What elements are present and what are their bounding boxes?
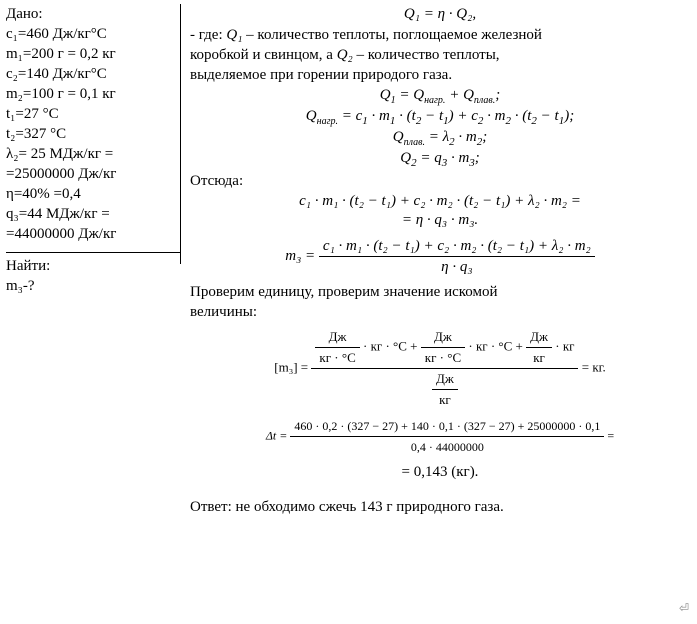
eq5a: c₁ · m₁ · (t₂ − t₁) + c₂ · m₂ · (t₂ − t₁… (190, 193, 690, 210)
dim-tail: = кг. (582, 359, 606, 374)
given-m1: m₁=200 г = 0,2 кг (6, 44, 174, 64)
dim-g-den: кг (432, 390, 458, 409)
eq-q1-sum: Q1 = Qнагр. + Qплав.; (190, 87, 690, 106)
eq-q2: Q2 = q3 · m3; (190, 150, 690, 169)
where-q1: Q₁ (226, 27, 242, 43)
given-t2: t₂=327 °C (6, 124, 174, 144)
solution-block: Q₁ = η · Q₂, - где: Q₁ – количество тепл… (190, 4, 690, 517)
dim-f3: Дж кг (526, 328, 552, 367)
given-t1: t₁=27 °C (6, 104, 174, 124)
eq-m3-frac: m₃ = c₁ · m₁ · (t₂ − t₁) + c₂ · m₂ · (t₂… (190, 237, 690, 276)
divider-vertical (180, 4, 181, 264)
given-lambda2-b: =25000000 Дж/кг (6, 164, 174, 184)
where-mid1: – количество теплоты, поглощаемое железн… (242, 27, 542, 43)
where-line-2: коробкой и свинцом, а Q₂ – количество те… (190, 45, 690, 65)
divider-horizontal (6, 252, 180, 253)
dim-f1-den: кг · °C (315, 348, 359, 367)
dim-eq: [m₃] = Дж кг · °C · кг · °C + Дж кг · °C… (190, 328, 690, 409)
m3-num: c₁ · m₁ · (t₂ − t₁) + c₂ · m₂ · (t₂ − t₁… (319, 237, 595, 257)
given-heading: Дано: (6, 4, 174, 24)
eq5b: = η · q₃ · m₃. (190, 212, 690, 229)
given-block: Дано: c₁=460 Дж/кг°C m₁=200 г = 0,2 кг c… (6, 4, 174, 244)
physics-solution-page: Дано: c₁=460 Дж/кг°C m₁=200 г = 0,2 кг c… (0, 0, 697, 624)
given-q3-a: q₃=44 МДж/кг = (6, 204, 174, 224)
dim-lhs: [m₃] = (274, 359, 311, 374)
eq-qnagr: Qнагр. = c1 · m1 · (t2 − t1) + c2 · m2 ·… (190, 108, 690, 127)
dim-f3-num: Дж (526, 328, 552, 348)
dim-f2-den: кг · °C (421, 348, 465, 367)
dt-tail: = (607, 428, 614, 442)
dt-eq: Δt = 460 · 0,2 · (327 − 27) + 140 · 0,1 … (190, 417, 690, 456)
dim-outer-den: Дж кг (311, 369, 578, 409)
end-mark-icon: ⏎ (679, 601, 689, 616)
m3-lhs: m₃ = (285, 248, 319, 264)
dim-f2-num: Дж (421, 328, 465, 348)
dim-f2: Дж кг · °C (421, 328, 465, 367)
where-prefix: - где: (190, 27, 226, 43)
dim-k2: · кг · °C + (465, 338, 526, 353)
given-c2: c₂=140 Дж/кг°C (6, 64, 174, 84)
given-lambda2-a: λ₂= 25 МДж/кг = (6, 144, 174, 164)
given-eta: η=40% =0,4 (6, 184, 174, 204)
eq-qplav: Qплав. = λ2 · m2; (190, 129, 690, 148)
m3-den: η · q₃ (319, 257, 595, 276)
where-line-3: выделяемое при горении природого газа. (190, 65, 690, 85)
where-q2: Q₂ (337, 47, 353, 63)
dim-f1: Дж кг · °C (315, 328, 359, 367)
dim-g-num: Дж (432, 370, 458, 390)
find-item: m₃-? (6, 276, 174, 296)
dim-outer-num: Дж кг · °C · кг · °C + Дж кг · °C · кг ·… (311, 328, 578, 369)
where-line2b: – количество теплоты, (353, 47, 500, 63)
m3-frac: c₁ · m₁ · (t₂ − t₁) + c₂ · m₂ · (t₂ − t₁… (319, 237, 595, 276)
given-q3-b: =44000000 Дж/кг (6, 224, 174, 244)
given-m2: m₂=100 г = 0,1 кг (6, 84, 174, 104)
find-heading: Найти: (6, 256, 174, 276)
dt-frac: 460 · 0,2 · (327 − 27) + 140 · 0,1 · (32… (290, 417, 604, 456)
hence: Отсюда: (190, 171, 690, 191)
dt-num: 460 · 0,2 · (327 − 27) + 140 · 0,1 · (32… (290, 417, 604, 437)
check-line1: Проверим единицу, проверим значение иско… (190, 282, 690, 302)
where-line2a: коробкой и свинцом, а (190, 47, 337, 63)
dt-lhs: Δt = (266, 428, 290, 442)
dim-outer-frac: Дж кг · °C · кг · °C + Дж кг · °C · кг ·… (311, 328, 578, 409)
answer: Ответ: не обходимо сжечь 143 г природног… (190, 497, 690, 517)
given-c1: c₁=460 Дж/кг°C (6, 24, 174, 44)
dim-f1-num: Дж (315, 328, 359, 348)
find-block: Найти: m₃-? (6, 256, 174, 296)
where-line-1: - где: Q₁ – количество теплоты, поглощае… (190, 25, 690, 45)
dim-g: Дж кг (432, 370, 458, 409)
dim-f3-den: кг (526, 348, 552, 367)
dt-result: = 0,143 (кг). (190, 464, 690, 481)
dim-k1: · кг · °C + (360, 338, 421, 353)
check-line2: величины: (190, 302, 690, 322)
eq-q1-eta-q2: Q₁ = η · Q₂, (190, 6, 690, 23)
dim-k3: · кг (552, 338, 574, 353)
dt-den: 0,4 · 44000000 (290, 437, 604, 456)
